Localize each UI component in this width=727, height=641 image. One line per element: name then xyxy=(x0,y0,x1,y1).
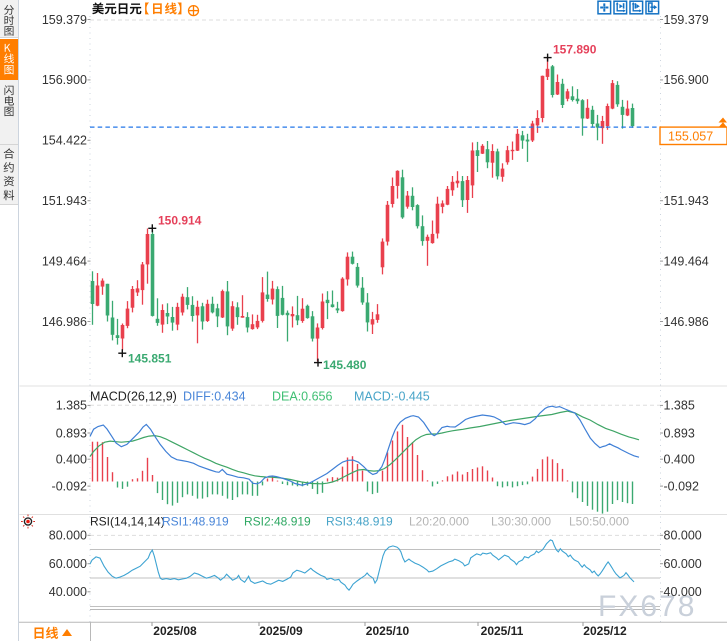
svg-text:156.900: 156.900 xyxy=(42,73,87,87)
svg-text:157.890: 157.890 xyxy=(553,43,597,57)
svg-text:80.000: 80.000 xyxy=(664,529,702,543)
svg-text:156.900: 156.900 xyxy=(664,73,709,87)
svg-text:DEA:0.656: DEA:0.656 xyxy=(272,390,333,404)
svg-text:1.385: 1.385 xyxy=(56,399,87,413)
svg-text:2025/08: 2025/08 xyxy=(153,624,197,638)
svg-text:FX678: FX678 xyxy=(598,590,696,623)
svg-text:RSI3:48.919: RSI3:48.919 xyxy=(326,515,393,529)
svg-text:L30:30.000: L30:30.000 xyxy=(491,515,551,529)
svg-text:0.400: 0.400 xyxy=(664,453,695,467)
svg-text:149.464: 149.464 xyxy=(664,254,709,268)
svg-text:40.000: 40.000 xyxy=(664,585,702,599)
svg-text:145.851: 145.851 xyxy=(128,352,172,366)
svg-text:146.986: 146.986 xyxy=(42,315,87,329)
svg-text:1.385: 1.385 xyxy=(664,399,695,413)
svg-text:150.914: 150.914 xyxy=(158,214,202,228)
svg-text:2025/12: 2025/12 xyxy=(583,624,627,638)
svg-text:L20:20.000: L20:20.000 xyxy=(409,515,469,529)
svg-text:155.057: 155.057 xyxy=(668,129,713,143)
svg-text:145.480: 145.480 xyxy=(323,358,367,372)
svg-text:154.422: 154.422 xyxy=(42,134,87,148)
svg-text:60.000: 60.000 xyxy=(49,557,87,571)
svg-text:-0.092: -0.092 xyxy=(52,479,87,493)
svg-text:146.986: 146.986 xyxy=(664,315,709,329)
svg-text:-0.092: -0.092 xyxy=(664,479,699,493)
svg-text:149.464: 149.464 xyxy=(42,254,87,268)
svg-text:151.943: 151.943 xyxy=(664,194,709,208)
svg-text:151.943: 151.943 xyxy=(42,194,87,208)
svg-text:MACD:-0.445: MACD:-0.445 xyxy=(354,390,430,404)
svg-text:60.000: 60.000 xyxy=(664,557,702,571)
svg-text:MACD(26,12,9): MACD(26,12,9) xyxy=(90,390,177,404)
svg-text:80.000: 80.000 xyxy=(49,529,87,543)
svg-text:2025/10: 2025/10 xyxy=(366,624,410,638)
svg-text:2025/09: 2025/09 xyxy=(259,624,303,638)
svg-text:RSI(14,14,14): RSI(14,14,14) xyxy=(90,515,165,529)
svg-text:DIFF:0.434: DIFF:0.434 xyxy=(183,390,246,404)
svg-text:159.379: 159.379 xyxy=(664,13,709,27)
svg-text:L50:50.000: L50:50.000 xyxy=(569,515,629,529)
svg-text:RSI2:48.919: RSI2:48.919 xyxy=(244,515,311,529)
svg-text:0.893: 0.893 xyxy=(664,426,695,440)
svg-text:159.379: 159.379 xyxy=(42,13,87,27)
svg-text:RSI1:48.919: RSI1:48.919 xyxy=(162,515,229,529)
svg-text:2025/11: 2025/11 xyxy=(481,624,524,638)
svg-text:40.000: 40.000 xyxy=(49,585,87,599)
svg-text:0.893: 0.893 xyxy=(56,426,87,440)
svg-text:0.400: 0.400 xyxy=(56,453,87,467)
